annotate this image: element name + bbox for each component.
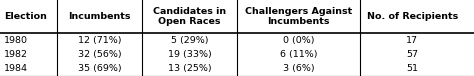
Text: 51: 51 <box>406 64 419 73</box>
Text: 17: 17 <box>406 36 419 45</box>
Text: 12 (71%): 12 (71%) <box>78 36 121 45</box>
Text: 1980: 1980 <box>4 36 28 45</box>
Text: 1984: 1984 <box>4 64 28 73</box>
Text: 5 (29%): 5 (29%) <box>171 36 209 45</box>
Text: 3 (6%): 3 (6%) <box>283 64 314 73</box>
Text: 1982: 1982 <box>4 50 28 59</box>
Text: 13 (25%): 13 (25%) <box>168 64 211 73</box>
Text: 32 (56%): 32 (56%) <box>78 50 121 59</box>
Text: 0 (0%): 0 (0%) <box>283 36 314 45</box>
Text: 57: 57 <box>406 50 419 59</box>
Text: Incumbents: Incumbents <box>68 12 131 21</box>
Text: No. of Recipients: No. of Recipients <box>367 12 458 21</box>
Text: Challengers Against
Incumbents: Challengers Against Incumbents <box>245 7 352 26</box>
Text: 19 (33%): 19 (33%) <box>168 50 211 59</box>
Text: 35 (69%): 35 (69%) <box>78 64 121 73</box>
Text: 6 (11%): 6 (11%) <box>280 50 318 59</box>
Text: Candidates in
Open Races: Candidates in Open Races <box>153 7 226 26</box>
Text: Election: Election <box>4 12 46 21</box>
